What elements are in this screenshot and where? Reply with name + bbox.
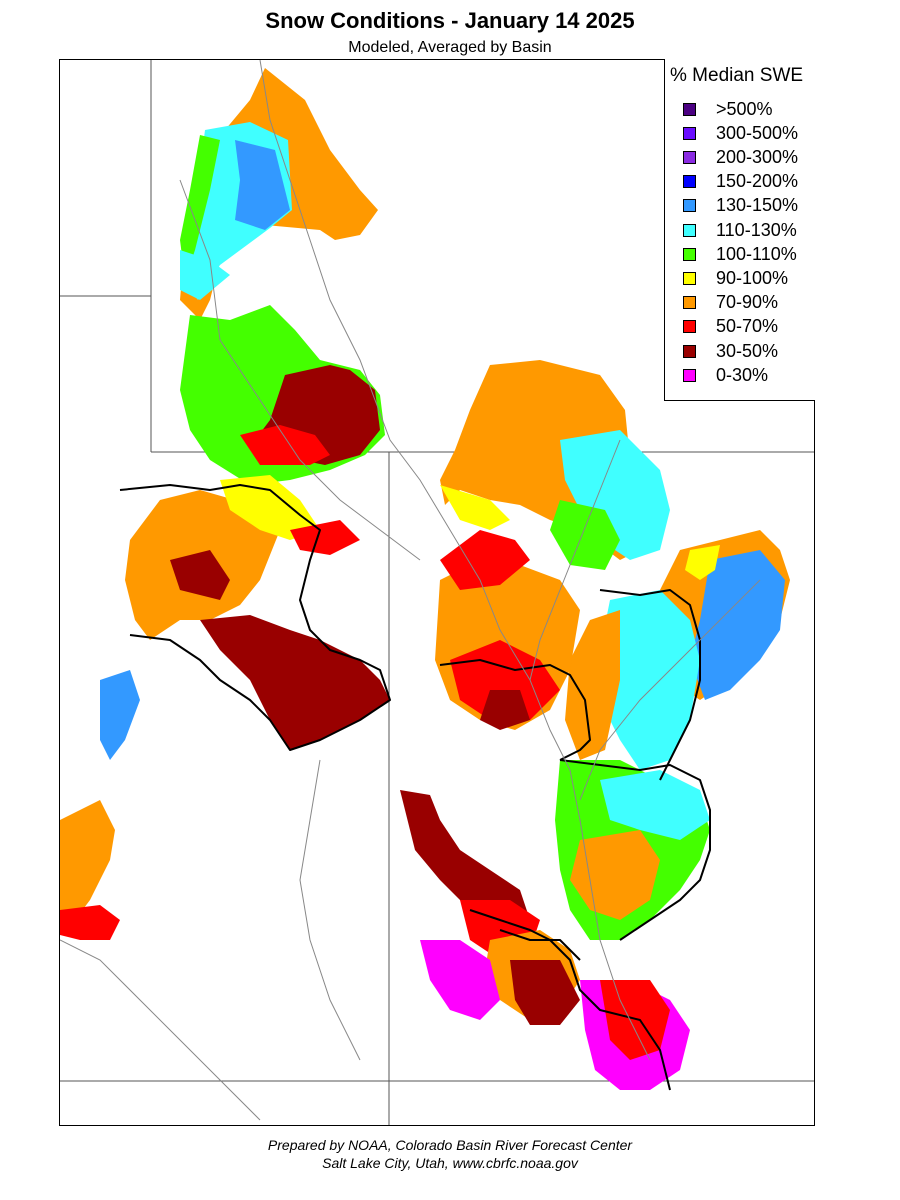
legend-label: >500% (716, 98, 773, 119)
legend-item: 30-50% (683, 341, 778, 361)
footer-credit: Prepared by NOAA, Colorado Basin River F… (267, 1137, 633, 1153)
legend-item: 0-30% (683, 365, 768, 385)
legend-item: 130-150% (683, 195, 799, 216)
legend-label: 70-90% (716, 292, 779, 313)
legend-swatch (683, 247, 696, 261)
map-subtitle: Modeled, Averaged by Basin (348, 39, 552, 56)
legend-swatch (683, 320, 696, 334)
legend-item: 110-130% (683, 220, 797, 240)
southern-basins (400, 760, 710, 1090)
legend-swatch (683, 223, 696, 237)
legend-item: 150-200% (683, 171, 799, 192)
legend-item: >500% (683, 99, 773, 119)
legend-item: 50-70% (683, 316, 779, 337)
legend-swatch (683, 296, 696, 310)
legend-label: 30-50% (716, 340, 779, 361)
legend-label: 150-200% (716, 171, 799, 192)
legend-label: 300-500% (716, 122, 799, 143)
legend-swatch (683, 368, 696, 382)
legend-label: 110-130% (716, 219, 797, 240)
legend-item: 90-100% (683, 268, 788, 288)
footer-location: Salt Lake City, Utah, www.cbrfc.noaa.gov (322, 1155, 578, 1171)
legend-label: 200-300% (716, 146, 799, 167)
legend-label: 0-30% (716, 364, 769, 385)
legend-item: 300-500% (683, 123, 798, 143)
snow-map-graphic (60, 60, 814, 1125)
legend-label: 100-110% (716, 243, 797, 264)
eastern-basins (435, 360, 790, 770)
rivers (60, 60, 761, 1121)
northern-basins (180, 68, 385, 485)
legend-swatch (683, 175, 696, 189)
legend-item: 70-90% (683, 292, 779, 313)
legend-title: % Median SWE (670, 65, 804, 86)
legend-swatch (683, 102, 696, 116)
legend-swatch (683, 271, 696, 285)
legend-item: 100-110% (683, 244, 797, 264)
legend-swatch (683, 150, 696, 164)
legend-swatch (683, 344, 696, 358)
legend-label: 130-150% (716, 195, 799, 216)
western-basins (60, 475, 390, 940)
legend-panel: % Median SWE >500% 300-500% 200-300% 150-20… (664, 59, 815, 401)
legend-swatch (683, 126, 696, 140)
legend-label: 50-70% (716, 316, 779, 337)
legend-swatch (683, 199, 696, 213)
legend-item: 200-300% (683, 147, 798, 167)
legend-label: 90-100% (716, 267, 789, 288)
map-title: Snow Conditions - January 14 2025 (265, 8, 635, 33)
